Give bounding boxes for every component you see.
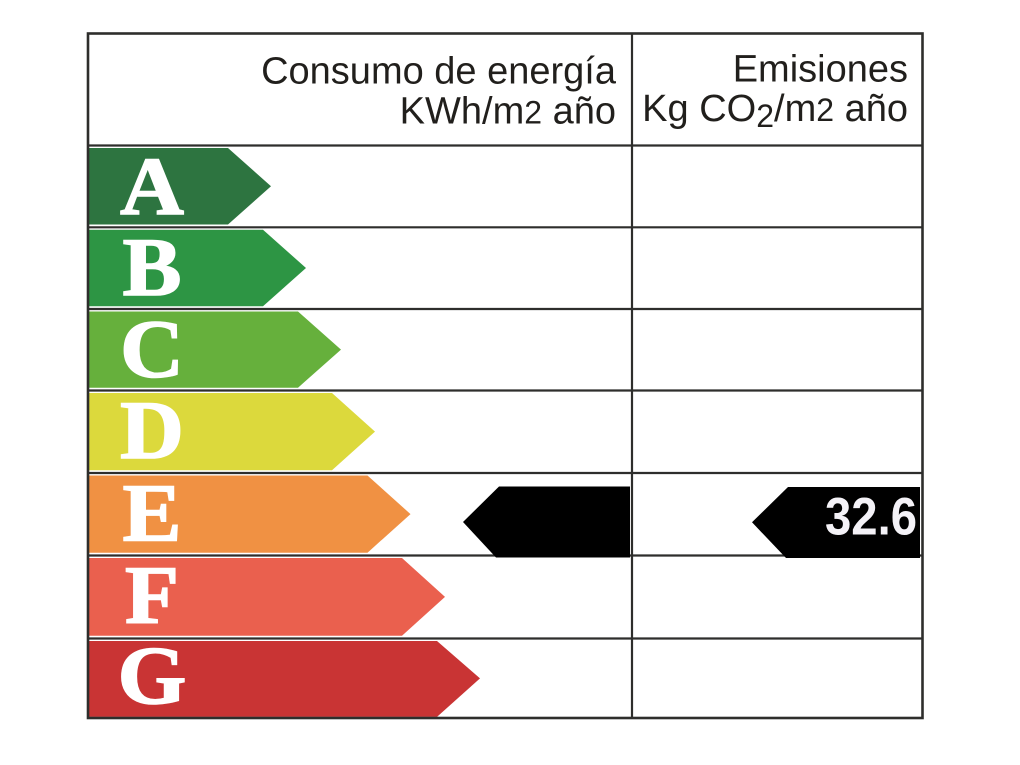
svg-text:B: B xyxy=(123,223,182,314)
svg-text:Consumo de energía: Consumo de energía xyxy=(261,51,617,93)
svg-text:G: G xyxy=(118,631,187,722)
svg-text:A: A xyxy=(120,142,184,233)
svg-text:Emisiones: Emisiones xyxy=(733,49,908,91)
svg-text:32.6: 32.6 xyxy=(825,488,917,547)
svg-text:KWh/m2 año: KWh/m2 año xyxy=(400,91,616,133)
svg-text:F: F xyxy=(125,550,179,641)
svg-text:D: D xyxy=(120,386,184,477)
svg-text:C: C xyxy=(120,304,184,395)
svg-text:E: E xyxy=(123,468,182,559)
svg-text:Kg CO2/m2 año: Kg CO2/m2 año xyxy=(642,88,908,134)
